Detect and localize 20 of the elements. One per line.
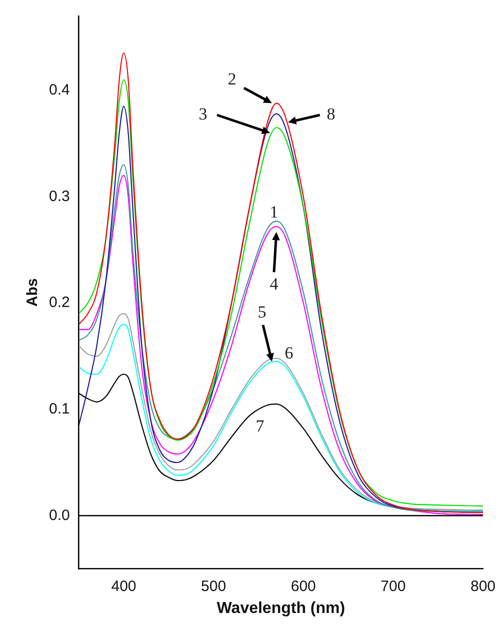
y-tick-label: 0.1: [48, 400, 70, 418]
y-tick-label: 0.0: [48, 506, 70, 524]
x-tick-label: 600: [290, 578, 316, 595]
x-axis-title: Wavelength (nm): [216, 600, 346, 617]
x-tick-label: 400: [111, 578, 136, 595]
x-tick-label: 800: [470, 578, 496, 595]
y-tick-label: 0.2: [48, 294, 70, 312]
annotation: 3: [198, 104, 208, 124]
x-tick-label: 700: [380, 578, 406, 595]
y-axis-title: Abs: [24, 278, 42, 307]
annotation: 5: [258, 302, 266, 322]
x-tick-label: 500: [201, 578, 226, 595]
annotation: 7: [256, 416, 265, 436]
annotation: 1: [270, 202, 278, 222]
annotation: 2: [228, 69, 236, 88]
y-tick-label: 0.4: [48, 82, 70, 99]
annotation: 4: [270, 274, 279, 294]
annotation: 8: [326, 104, 336, 124]
annotation: 6: [284, 343, 294, 362]
y-tick-label: 0.3: [48, 188, 70, 205]
